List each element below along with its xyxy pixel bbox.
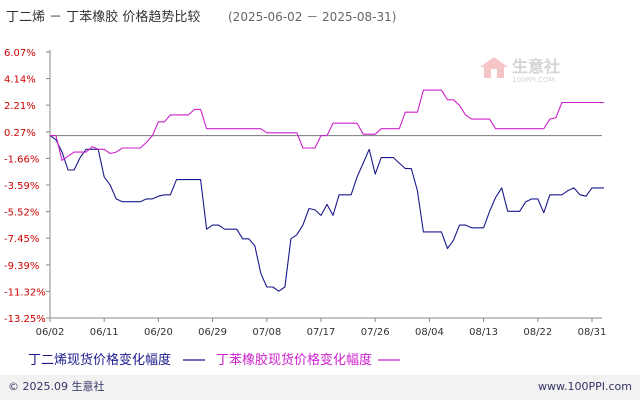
legend-label-butadiene: 丁二烯现货价格变化幅度 (28, 352, 171, 368)
x-tick-label: 06/29 (198, 327, 227, 338)
plot-area (49, 89, 604, 292)
y-tick-label: -13.25% (4, 314, 46, 325)
chart-date-range: (2025-06-02 － 2025-08-31) (228, 10, 396, 24)
y-tick-label: -3.59% (4, 181, 39, 192)
x-tick-label: 08/22 (523, 327, 552, 338)
watermark-text: 生意社 (512, 57, 560, 76)
y-tick-label: 4.14% (4, 75, 36, 86)
house-icon (480, 57, 508, 78)
y-tick-label: 0.27% (4, 128, 36, 139)
footer-copyright: © 2025.09 生意社 (8, 379, 104, 393)
chart-title: 丁二烯 － 丁苯橡胶 价格趋势比较 (6, 9, 200, 25)
series-line-butadiene (49, 135, 604, 292)
x-tick-label: 08/04 (415, 327, 444, 338)
x-tick-label: 07/26 (361, 327, 390, 338)
legend-label-sbr: 丁苯橡胶现货价格变化幅度 (216, 352, 372, 368)
series-line-sbr (50, 89, 604, 161)
watermark-url: 100PPI.COM (512, 76, 555, 84)
watermark-logo: 生意社 100PPI.COM (480, 57, 560, 84)
x-tick-label: 08/31 (578, 327, 607, 338)
footer: © 2025.09 生意社 www.100PPI.com (0, 375, 640, 400)
x-tick-label: 08/13 (469, 327, 498, 338)
y-tick-label: -1.66% (4, 154, 39, 165)
legend: 丁二烯现货价格变化幅度 丁苯橡胶现货价格变化幅度 (28, 352, 400, 368)
y-tick-label: 6.07% (4, 48, 36, 59)
y-tick-label: -7.45% (4, 234, 39, 245)
footer-bar (0, 375, 640, 400)
x-tick-label: 06/02 (36, 327, 65, 338)
x-tick-label: 06/20 (144, 327, 173, 338)
y-tick-label: -9.39% (4, 261, 39, 272)
y-tick-label: -5.52% (4, 208, 39, 219)
y-tick-label: -11.32% (4, 287, 46, 298)
x-tick-label: 07/08 (252, 327, 281, 338)
footer-website: www.100PPI.com (538, 380, 632, 393)
house-door-icon (491, 69, 497, 78)
y-tick-label: 2.21% (4, 101, 36, 112)
x-tick-label: 07/17 (307, 327, 336, 338)
x-tick-label: 06/11 (90, 327, 119, 338)
axes: 6.07% 4.14% 2.21% 0.27% -1.66% -3.59% -5.52% -7… (4, 48, 606, 338)
